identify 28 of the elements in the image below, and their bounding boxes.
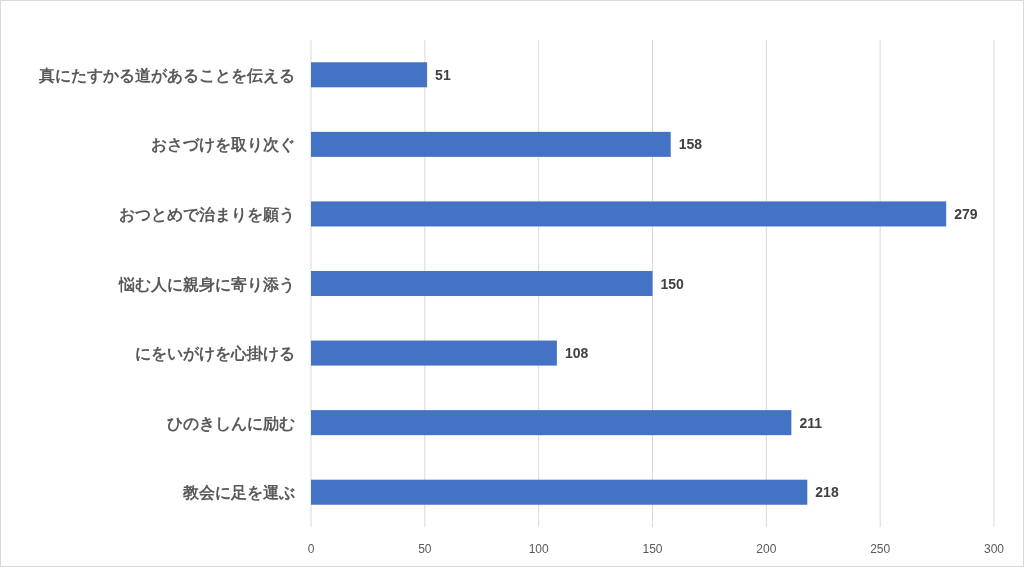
bar xyxy=(311,270,653,297)
data-label: 51 xyxy=(435,66,451,83)
x-tick-label: 200 xyxy=(756,542,777,556)
data-label: 211 xyxy=(799,414,823,431)
bar xyxy=(311,340,557,366)
x-tick-label: 150 xyxy=(642,542,663,556)
bar xyxy=(311,131,671,157)
data-label: 279 xyxy=(954,205,978,222)
x-tick-label: 50 xyxy=(418,542,432,556)
y-tick-label: にをいがけを心掛ける xyxy=(135,344,295,364)
data-label: 158 xyxy=(678,136,703,153)
x-tick-label: 300 xyxy=(983,542,1005,556)
y-tick-label: おさづけを取り次ぐ xyxy=(151,136,295,155)
data-label: 218 xyxy=(815,484,839,501)
y-tick-label: 悩む人に親身に寄り添う xyxy=(118,274,295,294)
y-tick-label: 教会に足を運ぶ xyxy=(182,484,295,502)
y-tick-label: おつとめで治まりを願う xyxy=(119,205,295,224)
bar xyxy=(311,201,947,227)
data-label: 108 xyxy=(564,345,589,362)
data-label: 150 xyxy=(660,275,685,292)
x-tick-label: 0 xyxy=(307,542,315,556)
bar xyxy=(311,62,428,88)
bar xyxy=(311,410,792,436)
y-tick-label: ひのきしんに励む xyxy=(167,414,295,433)
x-tick-label: 250 xyxy=(870,542,891,556)
x-tick-label: 100 xyxy=(528,542,549,556)
bar xyxy=(311,479,808,505)
y-tick-label: 真にたすかる道があることを伝える xyxy=(38,66,295,85)
